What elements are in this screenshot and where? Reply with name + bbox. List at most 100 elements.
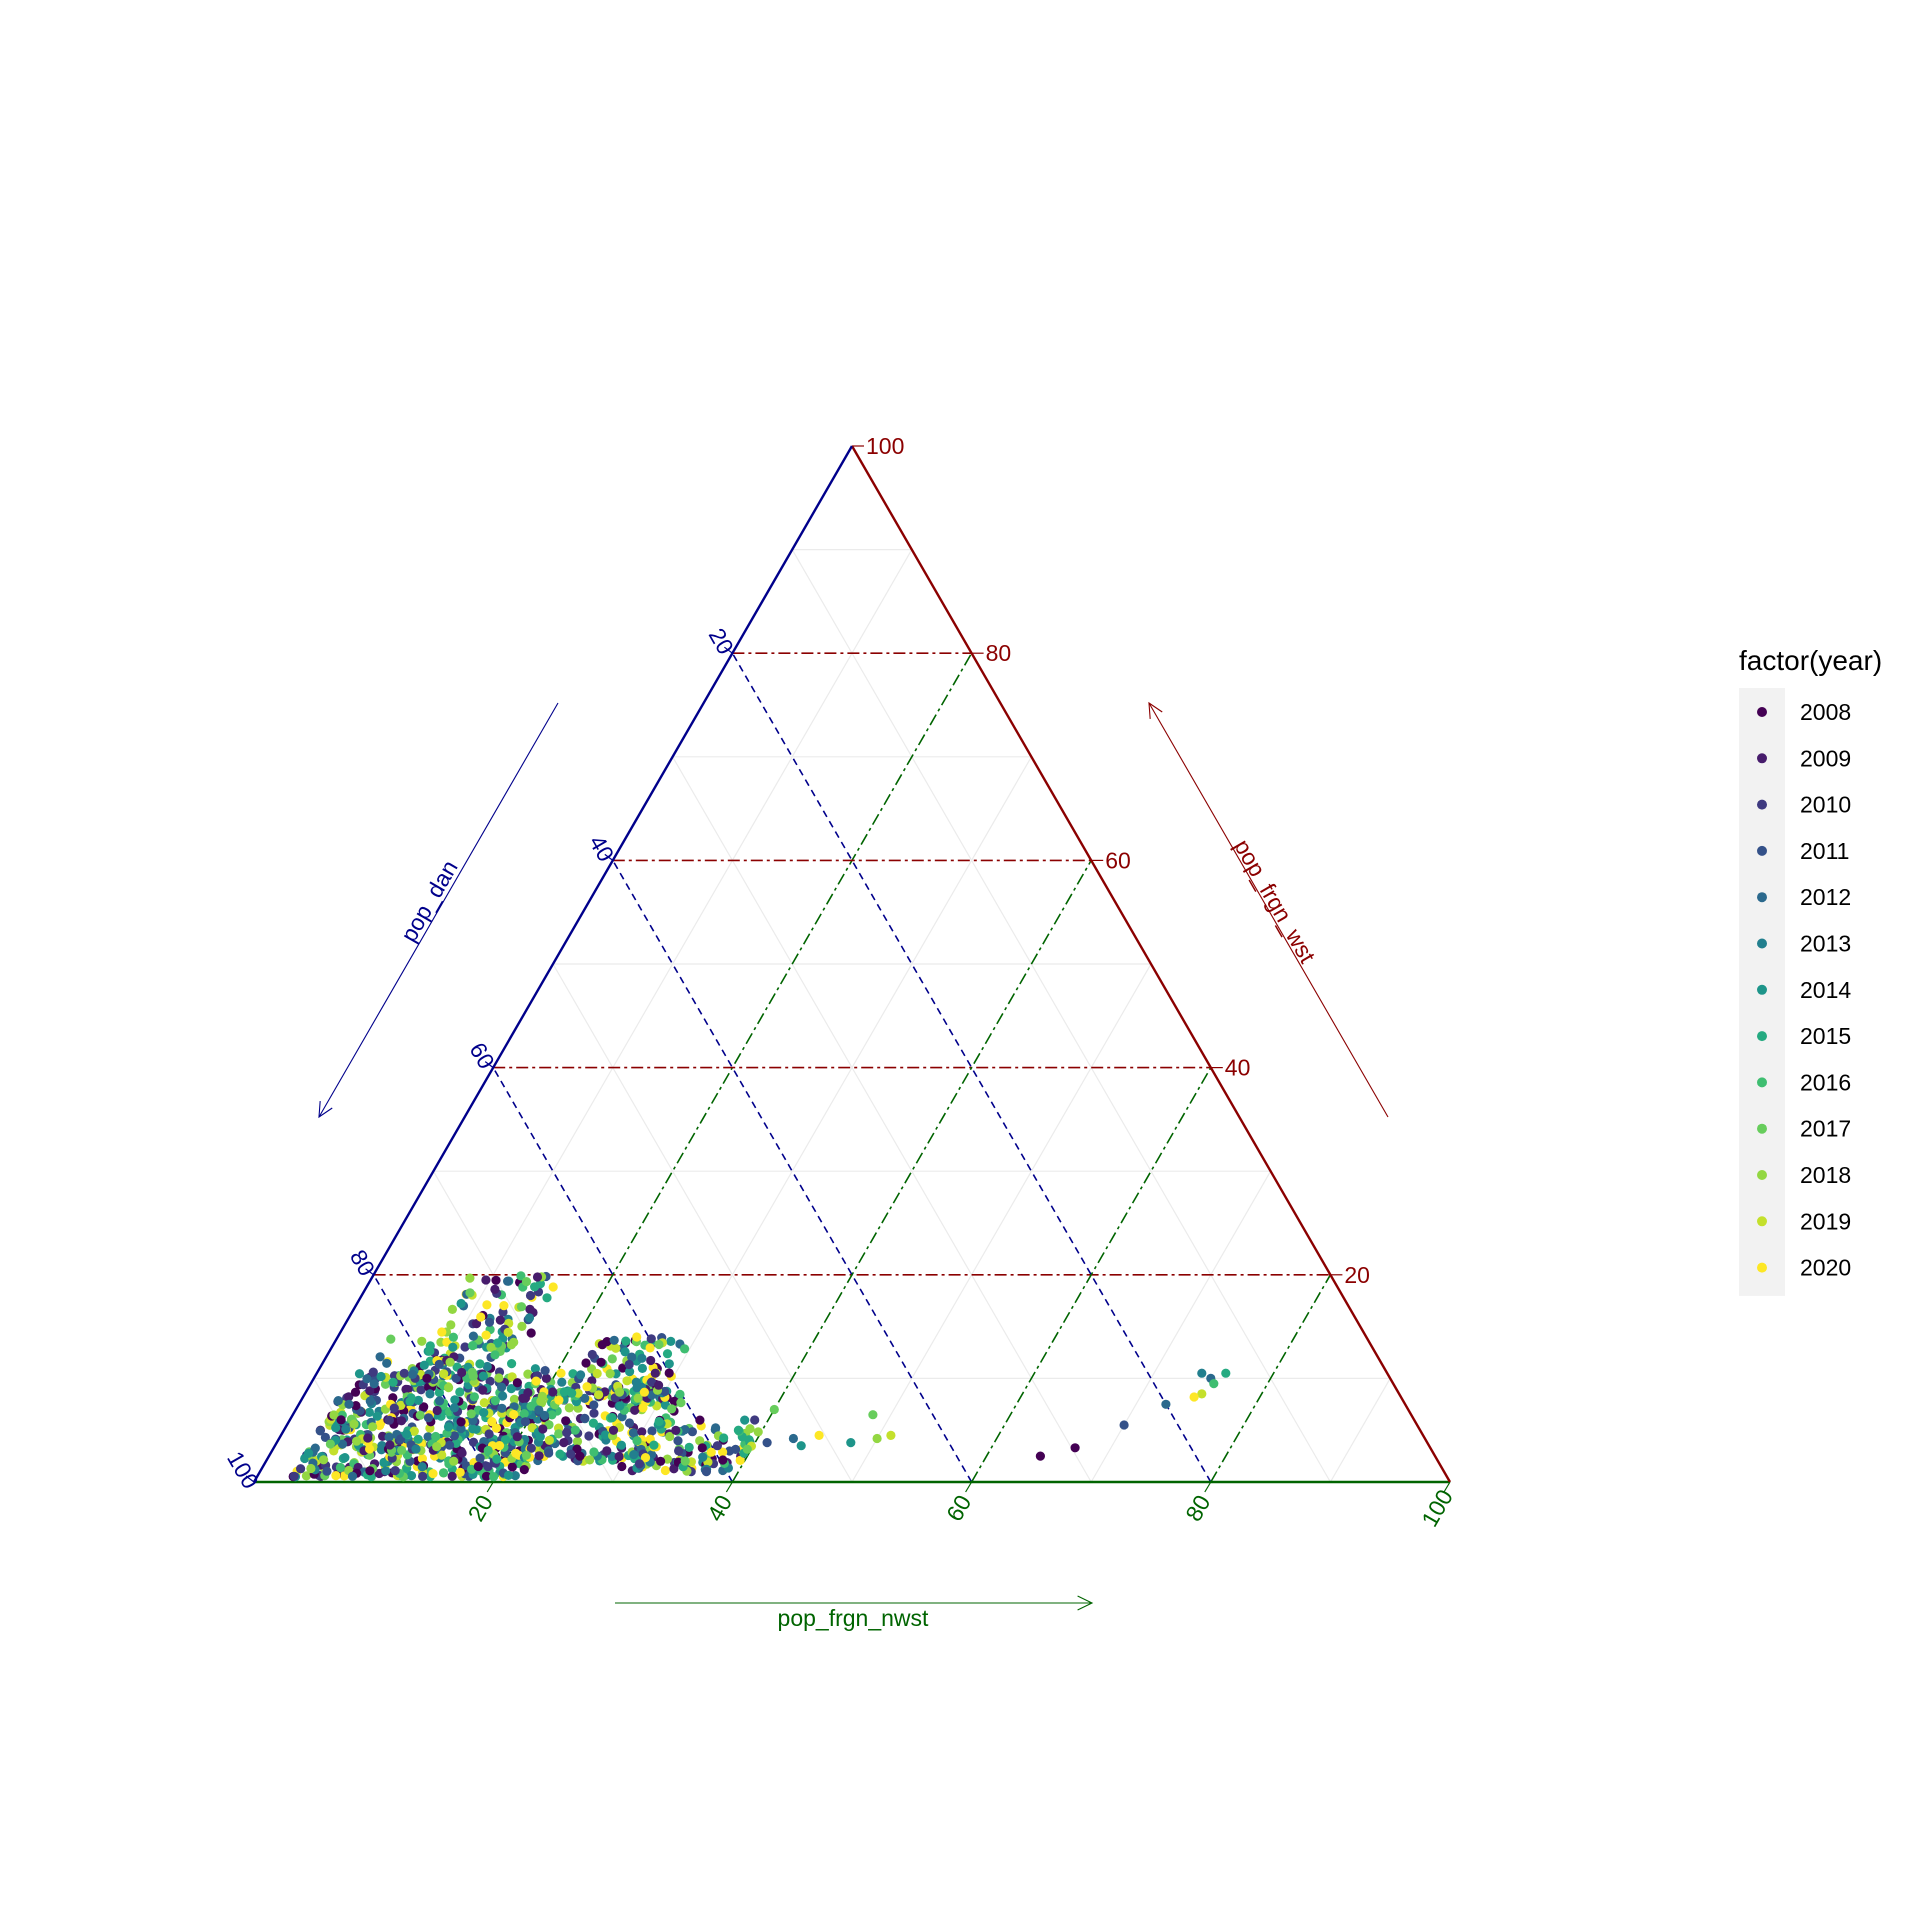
data-point [451,1373,461,1383]
data-point [706,1447,716,1457]
data-point [614,1451,624,1462]
legend-key [1757,938,1767,949]
data-point [676,1398,686,1408]
data-point [597,1340,607,1350]
data-point [507,1359,517,1369]
data-point [588,1418,599,1428]
tick-mark [1204,1481,1212,1493]
legend-label: 2011 [1800,838,1849,864]
data-point [382,1358,392,1368]
data-point [646,1334,656,1344]
data-point [406,1471,417,1481]
data-point [289,1471,299,1481]
data-point [687,1427,698,1437]
arrow-pop-frgn-wst [1148,702,1389,1118]
data-point [417,1454,427,1464]
data-point [557,1377,567,1387]
data-point [664,1359,674,1369]
data-point [344,1399,354,1409]
data-point [491,1275,501,1285]
data-point [520,1417,531,1427]
data-point [499,1301,509,1311]
data-point [1119,1420,1129,1430]
data-point [620,1347,630,1357]
data-point [481,1330,491,1340]
data-point [695,1415,705,1425]
data-point [1161,1399,1171,1409]
tick-label-pop-frgn-nwst: 80 [1180,1490,1215,1525]
data-point [640,1453,651,1463]
data-point [559,1387,569,1397]
data-point [448,1342,458,1352]
data-point [554,1395,564,1405]
data-point [762,1438,772,1448]
data-point [457,1367,467,1378]
data-point [624,1418,635,1428]
data-point [468,1437,479,1447]
data-point [589,1408,599,1418]
data-point [503,1470,514,1480]
data-point [575,1451,585,1461]
data-point [417,1462,427,1472]
data-point [381,1466,391,1476]
data-point [638,1403,648,1413]
data-point [592,1368,602,1379]
data-point [1209,1379,1219,1389]
tick-label-pop-frgn-nwst: 40 [702,1490,737,1525]
legend-label: 2018 [1800,1162,1851,1188]
gridline-pop-dan [731,652,1212,1483]
legend-label: 2014 [1800,977,1851,1003]
data-point [532,1272,543,1282]
data-point [401,1384,411,1394]
data-point [1189,1392,1199,1402]
data-point [428,1469,438,1479]
data-point [547,1410,557,1420]
data-point [559,1438,569,1448]
legend-label: 2015 [1800,1023,1851,1049]
data-point [733,1425,744,1435]
data-point [352,1436,362,1446]
data-point [607,1354,617,1364]
data-point [401,1429,412,1439]
data-point [478,1385,488,1395]
data-point [365,1466,375,1476]
legend-key [1757,1216,1767,1227]
data-point [637,1427,647,1437]
data-point [484,1317,495,1327]
data-point [455,1387,465,1397]
data-point [538,1424,548,1434]
data-point [519,1409,529,1419]
data-point [572,1436,583,1446]
data-point [335,1462,345,1473]
data-point [375,1352,385,1362]
data-point [507,1372,517,1382]
data-point [425,1389,435,1399]
data-point [329,1410,339,1420]
data-point [542,1293,552,1303]
tick-mark [724,646,733,654]
data-point [435,1396,445,1406]
data-point [341,1424,351,1434]
data-point [742,1444,752,1454]
data-point [476,1312,486,1322]
data-point [492,1454,502,1464]
data-point [347,1471,358,1481]
legend-key [1757,1123,1767,1134]
data-point [1035,1451,1045,1461]
data-point [475,1359,485,1369]
data-point [423,1413,434,1423]
data-point [731,1444,741,1454]
data-point [320,1432,330,1442]
data-point [589,1400,599,1410]
data-point [719,1433,729,1443]
data-point [423,1432,433,1442]
data-point [376,1371,386,1382]
data-point [647,1426,657,1436]
data-point [490,1396,500,1406]
tick-label-pop-frgn-nwst: 60 [941,1490,976,1525]
data-point [589,1447,599,1457]
data-point [540,1366,550,1376]
tick-mark [245,1475,255,1483]
data-point [468,1331,478,1341]
major-gridlines [372,652,1332,1483]
